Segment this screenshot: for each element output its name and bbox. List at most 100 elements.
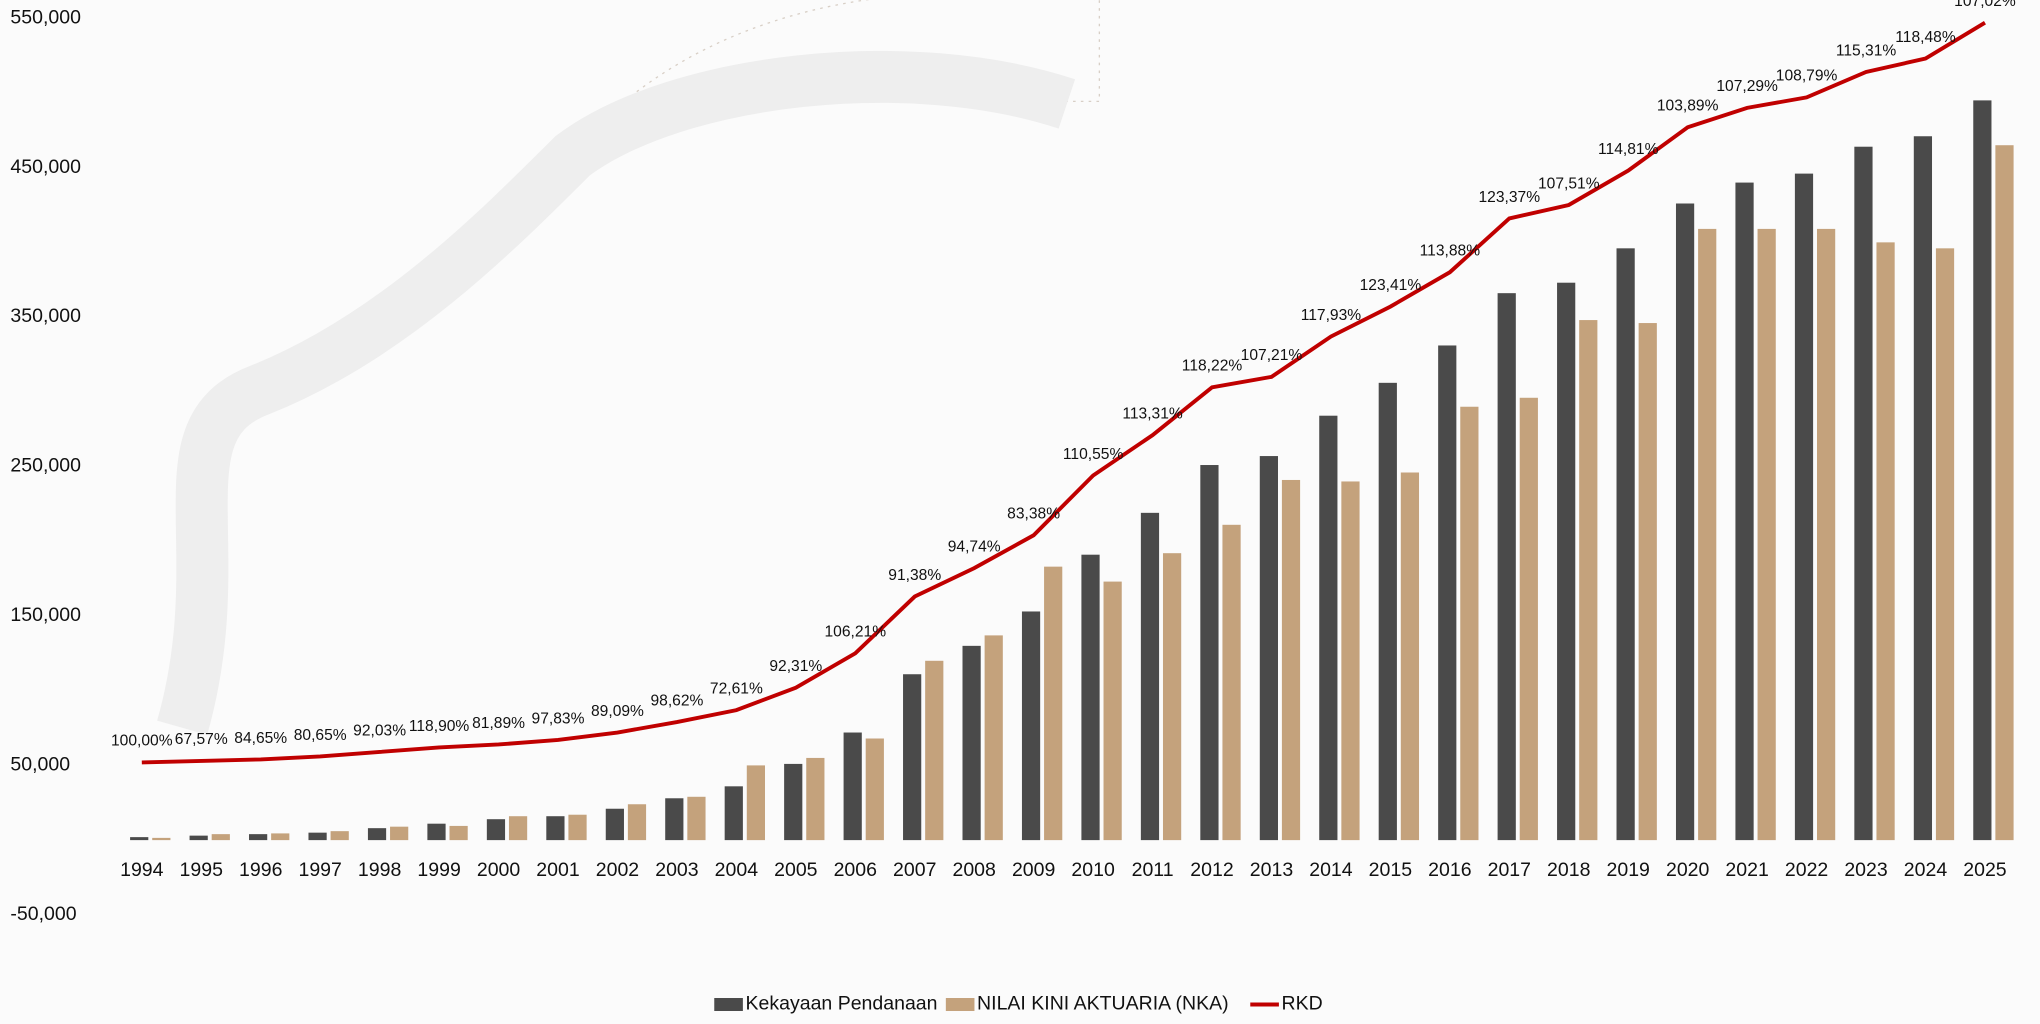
- legend-label: Kekayaan Pendanaan: [745, 993, 937, 1015]
- bar: [665, 798, 684, 841]
- bar: [843, 732, 862, 841]
- x-tick-label: 2014: [1309, 859, 1353, 881]
- data-label: 97,83%: [532, 710, 585, 727]
- bar: [1341, 481, 1360, 841]
- x-tick-label: 1999: [417, 859, 460, 881]
- bar: [605, 808, 624, 841]
- bar: [249, 834, 268, 841]
- bar: [330, 831, 349, 841]
- data-label: 110,55%: [1063, 446, 1124, 463]
- bar: [1757, 228, 1776, 841]
- data-label: 114,81%: [1598, 141, 1659, 158]
- line: [141, 21, 1986, 765]
- data-label: 92,31%: [769, 658, 822, 675]
- data-label: 123,41%: [1360, 277, 1422, 294]
- bar: [1460, 406, 1479, 841]
- data-label: 108,79%: [1776, 68, 1838, 85]
- x-tick-label: 2005: [774, 859, 818, 881]
- bar: [449, 825, 468, 841]
- data-label: 89,09%: [591, 703, 644, 720]
- data-label: 107,29%: [1716, 78, 1778, 95]
- bar: [1616, 248, 1635, 841]
- y-tick-label: 450,000: [10, 156, 81, 178]
- x-tick-label: 2025: [1963, 859, 2007, 881]
- x-tick-label: 2019: [1607, 859, 1650, 881]
- x-tick-label: 2010: [1071, 859, 1115, 881]
- data-label: 92,03%: [353, 722, 406, 739]
- bar: [1735, 182, 1754, 841]
- data-label: 106,21%: [824, 624, 886, 641]
- x-tick-label: 2021: [1725, 859, 1768, 881]
- x-tick-label: 1994: [120, 859, 164, 881]
- data-label: 98,62%: [650, 692, 703, 709]
- bar: [1400, 472, 1420, 841]
- bar: [486, 819, 506, 841]
- bar: [1876, 242, 1895, 841]
- bar: [1519, 397, 1538, 841]
- bar: [568, 814, 587, 841]
- data-label: 107,21%: [1241, 347, 1303, 364]
- bar: [1935, 248, 1955, 841]
- bar: [1438, 345, 1457, 841]
- bar: [211, 834, 230, 841]
- x-tick-label: 2006: [834, 859, 877, 881]
- bar: [390, 826, 409, 841]
- data-label: 107,51%: [1538, 175, 1600, 192]
- x-tick-label: 2020: [1666, 859, 1710, 881]
- y-tick-label: 550,000: [10, 6, 81, 28]
- x-tick-label: 2003: [655, 859, 698, 881]
- data-label: 107,02%: [1954, 0, 2016, 10]
- y-tick-label: 50,000: [10, 754, 70, 776]
- bar: [130, 837, 149, 841]
- bar: [1995, 145, 2014, 841]
- data-label: 123,37%: [1479, 189, 1541, 206]
- legend-swatch: [945, 998, 975, 1012]
- y-tick-label: -50,000: [10, 903, 76, 925]
- data-label: 118,22%: [1182, 358, 1243, 375]
- x-tick-label: 2000: [477, 859, 521, 881]
- bar: [367, 828, 387, 841]
- bar: [1579, 320, 1598, 841]
- bar: [1675, 203, 1695, 841]
- bar: [1281, 479, 1301, 841]
- data-label: 94,74%: [948, 538, 1001, 555]
- bar: [903, 674, 922, 841]
- x-tick-label: 2015: [1369, 859, 1413, 881]
- bar: [508, 816, 528, 841]
- bar: [1162, 553, 1182, 841]
- y-tick-label: 150,000: [10, 604, 81, 626]
- bar: [724, 786, 743, 841]
- bar: [1140, 512, 1160, 841]
- data-label: 100,00%: [111, 733, 173, 750]
- data-label: 80,65%: [294, 727, 347, 744]
- bar: [271, 833, 290, 841]
- legend-label: RKD: [1282, 993, 1323, 1015]
- data-label: 118,90%: [409, 718, 470, 735]
- bar: [308, 832, 327, 841]
- legend-swatch: [714, 998, 743, 1012]
- legend-label: NILAI KINI AKTUARIA (NKA): [977, 993, 1229, 1015]
- bar: [546, 816, 565, 841]
- x-tick-label: 2023: [1844, 859, 1887, 881]
- bar: [746, 765, 765, 841]
- bar: [984, 635, 1003, 841]
- x-tick-label: 2022: [1785, 859, 1828, 881]
- x-tick-label: 2013: [1250, 859, 1293, 881]
- y-tick-label: 250,000: [10, 455, 81, 477]
- bar: [1497, 293, 1516, 841]
- bar: [865, 738, 884, 841]
- data-label: 113,31%: [1122, 405, 1183, 422]
- data-label: 103,89%: [1657, 98, 1719, 115]
- data-label: 117,93%: [1301, 307, 1362, 324]
- x-tick-label: 2016: [1428, 859, 1471, 881]
- bar: [152, 837, 171, 841]
- bar: [1200, 465, 1219, 841]
- x-tick-label: 2008: [952, 859, 995, 881]
- bar: [1638, 323, 1657, 841]
- bar: [1081, 554, 1100, 841]
- bar: [1794, 173, 1814, 841]
- x-tick-label: 2009: [1012, 859, 1055, 881]
- bar: [1698, 228, 1717, 841]
